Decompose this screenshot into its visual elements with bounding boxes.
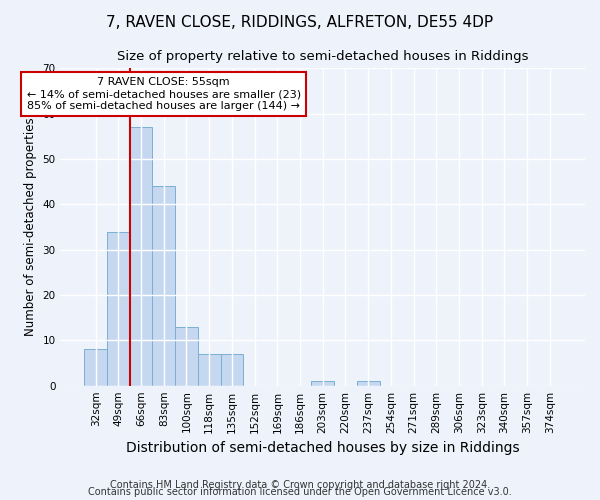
Text: 7 RAVEN CLOSE: 55sqm
← 14% of semi-detached houses are smaller (23)
85% of semi-: 7 RAVEN CLOSE: 55sqm ← 14% of semi-detac… xyxy=(27,78,301,110)
Bar xyxy=(107,232,130,386)
Y-axis label: Number of semi-detached properties: Number of semi-detached properties xyxy=(24,118,37,336)
Bar xyxy=(198,354,221,386)
Text: Contains HM Land Registry data © Crown copyright and database right 2024.: Contains HM Land Registry data © Crown c… xyxy=(110,480,490,490)
X-axis label: Distribution of semi-detached houses by size in Riddings: Distribution of semi-detached houses by … xyxy=(126,441,520,455)
Bar xyxy=(311,381,334,386)
Bar xyxy=(357,381,380,386)
Text: Contains public sector information licensed under the Open Government Licence v3: Contains public sector information licen… xyxy=(88,487,512,497)
Bar xyxy=(130,128,152,386)
Bar xyxy=(221,354,243,386)
Bar xyxy=(175,326,198,386)
Title: Size of property relative to semi-detached houses in Riddings: Size of property relative to semi-detach… xyxy=(117,50,529,63)
Text: 7, RAVEN CLOSE, RIDDINGS, ALFRETON, DE55 4DP: 7, RAVEN CLOSE, RIDDINGS, ALFRETON, DE55… xyxy=(106,15,494,30)
Bar xyxy=(152,186,175,386)
Bar xyxy=(85,350,107,386)
